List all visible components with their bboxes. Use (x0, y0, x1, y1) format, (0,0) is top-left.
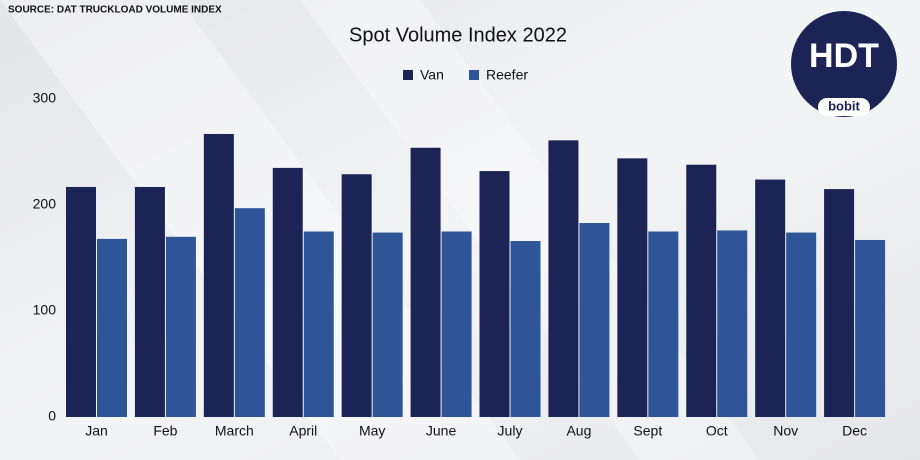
bar (755, 179, 786, 417)
bar (97, 238, 127, 417)
x-tick-label: Oct (706, 423, 728, 439)
legend-label: Reefer (486, 67, 528, 83)
source-note: SOURCE: DAT TRUCKLOAD VOLUME INDEX (8, 5, 222, 16)
x-tick-label: Aug (566, 423, 591, 439)
legend-label: Van (420, 67, 444, 83)
bar (686, 164, 717, 417)
x-tick-label: Jan (85, 423, 108, 439)
x-tick-label: Dec (842, 423, 867, 439)
bar (410, 147, 441, 417)
x-tick-label: May (359, 423, 385, 439)
bar (479, 171, 510, 417)
bar (134, 186, 165, 417)
logo-title: HDT (809, 37, 879, 75)
x-tick-label: Feb (153, 423, 177, 439)
bar (203, 133, 234, 418)
y-tick-label: 300 (33, 90, 57, 106)
bar (372, 232, 403, 417)
x-tick-label: June (426, 423, 457, 439)
bar (303, 231, 334, 417)
x-tick-label: Sept (633, 423, 662, 439)
y-tick-label: 100 (33, 302, 57, 318)
logo-circle (791, 11, 897, 117)
logo-brand: bobit (828, 98, 860, 113)
y-tick-label: 200 (33, 196, 57, 212)
bar (341, 174, 372, 417)
bar (824, 189, 855, 417)
logo: HDT bobit (791, 11, 897, 117)
x-tick-label: March (215, 423, 254, 439)
bar (441, 231, 472, 417)
x-tick-label: July (498, 423, 523, 439)
logo-badge (818, 98, 870, 116)
bar (165, 236, 196, 417)
bar (548, 140, 579, 417)
bar (717, 230, 748, 417)
bar (648, 231, 679, 417)
bar (510, 241, 541, 417)
bar (855, 239, 886, 417)
bar (579, 223, 610, 417)
chart-title: Spot Volume Index 2022 (349, 24, 567, 46)
x-tick-label: April (289, 423, 317, 439)
x-tick-label: Nov (773, 423, 798, 439)
legend-swatch (403, 70, 413, 80)
bar (786, 232, 817, 417)
bar (66, 186, 96, 417)
legend-swatch (469, 70, 479, 80)
bar (234, 208, 265, 417)
y-tick-label: 0 (48, 408, 56, 424)
bar (617, 158, 648, 418)
bar (272, 167, 303, 417)
